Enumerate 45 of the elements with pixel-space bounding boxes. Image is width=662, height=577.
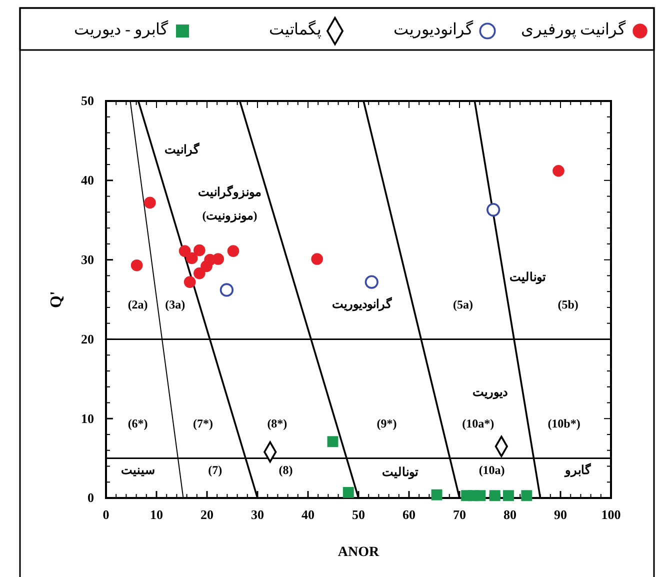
x-tick-label: 100 — [601, 507, 621, 522]
y-tick-label: 50 — [81, 93, 94, 108]
legend-label: گرانودیوریت — [394, 20, 474, 39]
annotation: تونالیت — [510, 270, 547, 285]
annotation: (10b*) — [548, 416, 580, 431]
x-tick-label: 10 — [150, 507, 163, 522]
legend-label: گابرو - دیوریت — [74, 20, 168, 39]
annotation: (3a) — [165, 298, 186, 312]
annotation: (5b) — [558, 298, 578, 312]
annotation: (6*) — [128, 416, 148, 431]
y-tick-label: 30 — [81, 252, 94, 267]
x-tick-label: 80 — [504, 507, 516, 522]
x-tick-label: 20 — [200, 507, 214, 522]
x-tick-label: 40 — [302, 507, 314, 522]
annotation: تونالیت — [382, 465, 419, 480]
annotation: (8*) — [267, 416, 288, 431]
x-tick-label: 90 — [554, 507, 567, 522]
annotation: گرانیت — [164, 141, 200, 158]
annotation: (7) — [208, 462, 222, 477]
y-tick-label: 20 — [81, 331, 94, 346]
x-tick-label: 30 — [251, 507, 264, 522]
annotation: گابرو — [564, 462, 592, 478]
y-tick-label: 10 — [81, 410, 94, 426]
annotation: سینیت — [120, 462, 155, 477]
annotation: (8) — [278, 462, 293, 477]
annotation: (7*) — [192, 416, 213, 431]
annotation: دیوریت — [472, 384, 508, 400]
annotation: (مونزونیت) — [202, 208, 258, 224]
annotation: (5a) — [453, 298, 474, 312]
annotation: مونزوگرانیت — [198, 184, 262, 200]
y-tick-label: 0 — [88, 490, 94, 506]
legend-label: گرانیت پورفیری — [521, 20, 626, 39]
x-tick-label: 70 — [453, 507, 466, 522]
y-tick-label: 40 — [81, 172, 94, 188]
annotation: (10a) — [478, 462, 505, 477]
annotation: (2a) — [128, 298, 148, 312]
x-tick-label: 50 — [352, 507, 365, 522]
annotation: گرانودیوریت — [332, 296, 392, 312]
y-axis-title: Q' — [48, 291, 65, 308]
x-tick-label: 0 — [102, 507, 110, 522]
annotation: (9*) — [376, 416, 397, 431]
x-axis-title: ANOR — [338, 545, 380, 560]
x-tick-label: 60 — [402, 507, 416, 522]
legend-label: پگماتیت — [269, 20, 321, 39]
annotation: (10a*) — [462, 416, 494, 431]
